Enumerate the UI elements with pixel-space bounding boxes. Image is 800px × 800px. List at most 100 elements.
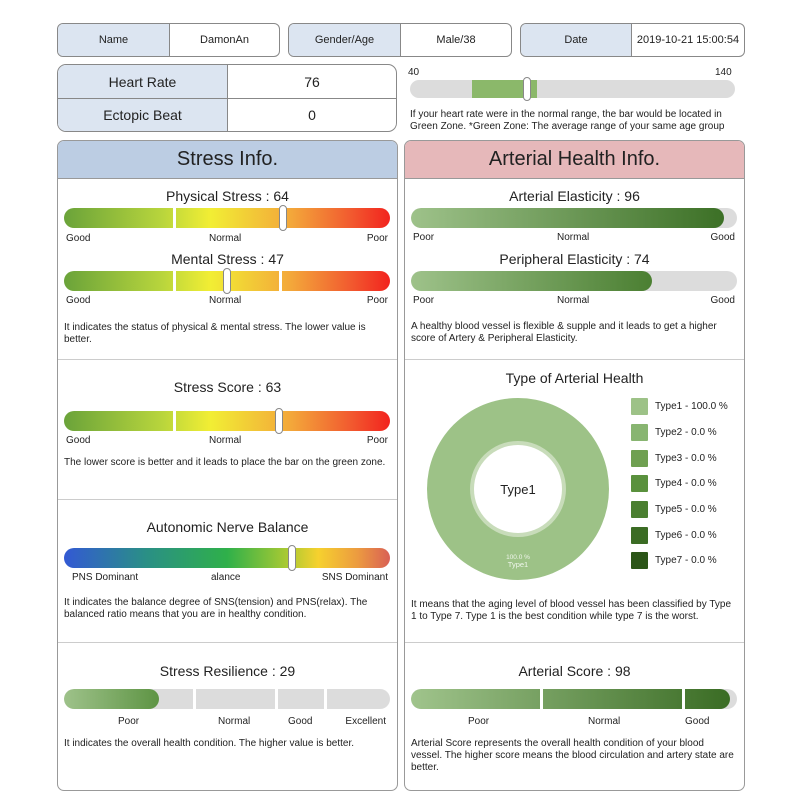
legend-label: Type7 - 0.0 %: [655, 555, 717, 567]
elasticity-section: Arterial Elasticity : 96 Poor Normal Goo…: [405, 179, 744, 359]
mental-stress-bar: [64, 268, 390, 294]
scale-label-good: Good: [288, 716, 313, 727]
donut-hole: [474, 445, 562, 533]
heart-rate-max-label: 140: [715, 67, 732, 78]
arterial-score-description: Arterial Score represents the overall he…: [411, 738, 734, 773]
stress-score-description: The lower score is better and it leads t…: [64, 457, 386, 468]
heart-rate-green-zone: [471, 80, 537, 98]
scale-label-normal: Normal: [218, 716, 251, 727]
legend-item-type2: Type2 - 0.0 %: [631, 420, 728, 446]
name-label: Name: [58, 24, 170, 56]
heart-rate-description: If your heart rate were in the normal ra…: [410, 109, 725, 132]
scale-label-poor: Poor: [413, 232, 435, 243]
mental-stress-marker: [223, 268, 232, 294]
scale-label-poor: Poor: [366, 435, 388, 446]
name-value: DamonAn: [200, 34, 249, 46]
scale-label-good: Good: [66, 295, 91, 306]
gender-age-label: Gender/Age: [289, 24, 401, 56]
scale-label-normal: Normal: [209, 295, 242, 306]
scale-label-poor: Poor: [468, 716, 490, 727]
stress-score-title: Stress Score : 63: [173, 379, 282, 395]
legend-label: Type4 - 0.0 %: [655, 478, 717, 490]
heart-rate-bar: [410, 77, 735, 101]
stress-resilience-title: Stress Resilience : 29: [159, 663, 296, 679]
heart-rate-min-label: 40: [408, 67, 420, 78]
ectopic-beat-value: 0: [308, 107, 316, 123]
ectopic-beat-row: Ectopic Beat 0: [58, 98, 396, 131]
legend-label: Type3 - 0.0 %: [655, 452, 717, 464]
scale-label-pns: PNS Dominant: [72, 572, 139, 583]
ectopic-beat-label: Ectopic Beat: [58, 99, 228, 131]
scale-label-normal: Normal: [209, 233, 242, 244]
arterial-elasticity-fill: [411, 208, 724, 228]
stress-description: It indicates the status of physical & me…: [64, 322, 366, 345]
scale-label-normal: Normal: [557, 232, 590, 243]
scale-label-sns: SNS Dominant: [321, 572, 388, 583]
scale-label-poor: Poor: [366, 295, 388, 306]
stress-resilience-description: It indicates the overall health conditio…: [64, 738, 354, 749]
scale-label-balance: alance: [211, 572, 241, 583]
arterial-score-fill: [411, 689, 731, 709]
arterial-health-panel: Arterial Health Info. Arterial Elasticit…: [404, 140, 745, 791]
legend-label: Type5 - 0.0 %: [655, 504, 717, 516]
scale-label-good: Good: [685, 716, 710, 727]
donut-slice-percent: 100.0 %: [506, 554, 530, 561]
heart-rate-row: Heart Rate 76: [58, 65, 396, 98]
legend-swatch: [631, 501, 648, 519]
physical-stress-title: Physical Stress : 64: [166, 188, 289, 204]
arterial-elasticity-bar: [411, 208, 737, 228]
stress-resilience-fill: [64, 689, 159, 709]
stress-resilience-section: Stress Resilience : 29 Poor Normal Good …: [58, 642, 397, 790]
scale-label-poor: Poor: [118, 716, 140, 727]
date-value: 2019-10-21 15:00:54: [636, 34, 740, 46]
scale-label-normal: Normal: [588, 716, 621, 727]
physical-mental-stress-section: Physical Stress : 64 Good Normal Poor Me…: [58, 179, 397, 359]
date-field: Date 2019-10-21 15:00:54: [520, 23, 745, 57]
arterial-score-section: Arterial Score : 98 Poor Normal Good Art…: [405, 642, 744, 790]
elasticity-description: A healthy blood vessel is flexible & sup…: [411, 321, 717, 344]
legend-label: Type2 - 0.0 %: [655, 427, 717, 439]
gender-age-value: Male/38: [436, 34, 476, 46]
arterial-type-section: Type of Arterial Health Type1 100.0 % Ty…: [405, 359, 744, 642]
heart-rate-value: 76: [304, 73, 320, 90]
arterial-score-title: Arterial Score : 98: [518, 663, 631, 679]
stress-score-bar: [64, 408, 390, 434]
stress-info-title: Stress Info.: [58, 141, 397, 179]
scale-label-normal: Normal: [209, 435, 242, 446]
vitals-table: Heart Rate 76 Ectopic Beat 0: [57, 64, 397, 132]
date-label: Date: [521, 24, 632, 56]
arterial-health-title: Arterial Health Info.: [405, 141, 744, 179]
arterial-type-donut-chart: Type1 100.0 % Type1: [427, 398, 609, 580]
arterial-type-legend: Type1 - 100.0 % Type2 - 0.0 % Type3 - 0.0 …: [631, 394, 728, 574]
scale-label-poor: Poor: [366, 233, 388, 244]
legend-label: Type1 - 100.0 %: [655, 401, 728, 413]
legend-item-type1: Type1 - 100.0 %: [631, 394, 728, 420]
physical-stress-marker: [278, 205, 287, 231]
donut-center-label: Type1: [500, 482, 535, 497]
legend-item-type5: Type5 - 0.0 %: [631, 497, 728, 523]
scale-label-excellent: Excellent: [345, 716, 386, 727]
arterial-score-bar: [411, 689, 737, 709]
scale-label-normal: Normal: [557, 295, 590, 306]
peripheral-elasticity-fill: [411, 271, 653, 291]
legend-swatch: [631, 475, 648, 493]
stress-info-panel: Stress Info. Physical Stress : 64 Good N…: [57, 140, 398, 791]
donut-slice-name: Type1: [508, 560, 528, 569]
legend-item-type4: Type4 - 0.0 %: [631, 471, 728, 497]
legend-item-type6: Type6 - 0.0 %: [631, 522, 728, 548]
physical-stress-bar: [64, 205, 390, 231]
scale-label-good: Good: [710, 295, 735, 306]
legend-swatch: [631, 398, 648, 416]
peripheral-elasticity-title: Peripheral Elasticity : 74: [499, 251, 650, 267]
legend-swatch: [631, 424, 648, 442]
scale-label-good: Good: [66, 233, 91, 244]
mental-stress-title: Mental Stress : 47: [171, 251, 284, 267]
heart-rate-label: Heart Rate: [58, 65, 228, 98]
legend-swatch: [631, 552, 648, 570]
autonomic-nerve-balance-section: Autonomic Nerve Balance PNS Dominant ala…: [58, 499, 397, 642]
stress-resilience-bar: [64, 689, 390, 709]
legend-swatch: [631, 449, 648, 467]
gender-age-field: Gender/Age Male/38: [288, 23, 512, 57]
ans-title: Autonomic Nerve Balance: [146, 519, 309, 535]
scale-label-good: Good: [710, 232, 735, 243]
